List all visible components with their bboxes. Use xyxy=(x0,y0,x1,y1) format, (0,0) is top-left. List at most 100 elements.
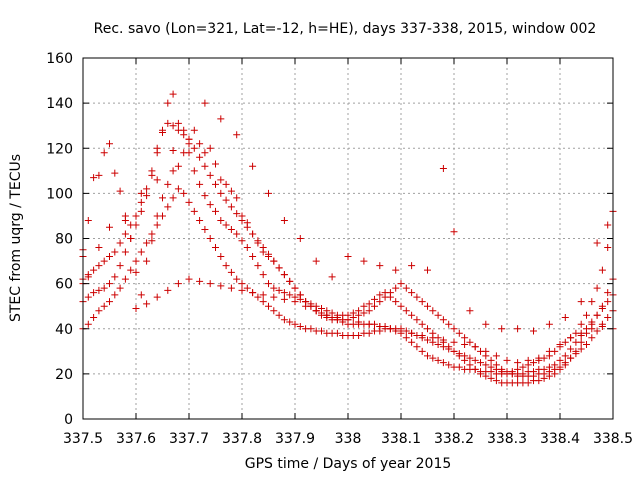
data-point-marker xyxy=(143,192,151,200)
data-point-marker xyxy=(127,266,135,274)
data-point-marker xyxy=(450,347,458,355)
data-point-marker xyxy=(424,266,431,274)
data-point-marker xyxy=(530,372,537,380)
data-point-marker xyxy=(535,377,543,385)
data-point-marker xyxy=(116,239,124,247)
data-point-marker xyxy=(604,244,612,252)
data-point-marker xyxy=(296,235,304,242)
data-point-marker xyxy=(408,262,416,270)
data-point-marker xyxy=(254,237,262,245)
data-point-marker xyxy=(296,291,304,299)
data-point-marker xyxy=(524,379,532,387)
data-point-marker xyxy=(243,244,251,252)
data-point-marker xyxy=(159,212,166,220)
data-point-marker xyxy=(84,273,92,281)
data-point-marker xyxy=(424,336,431,344)
data-point-marker xyxy=(164,180,172,188)
data-point-marker xyxy=(159,128,166,136)
data-point-marker xyxy=(137,291,145,299)
data-point-marker xyxy=(376,262,384,270)
y-tick-labels: 0 20 40 60 80 100 120 140 160 xyxy=(46,51,73,428)
data-point-marker xyxy=(132,212,140,220)
y-tick-label: 100 xyxy=(46,186,73,202)
data-point-marker xyxy=(196,277,204,285)
data-point-marker xyxy=(100,284,108,292)
data-point-marker xyxy=(360,257,368,265)
data-point-marker xyxy=(408,338,416,346)
data-point-marker xyxy=(169,194,177,202)
data-point-marker xyxy=(185,140,193,148)
x-tick-labels: 337.5 337.6 337.7 337.8 337.9 338 338.1 338.2 33… xyxy=(63,431,633,447)
data-point-marker xyxy=(397,280,405,288)
y-tick-label: 0 xyxy=(64,412,73,428)
data-point-marker xyxy=(201,99,209,107)
data-point-marker xyxy=(121,212,129,220)
data-point-marker xyxy=(445,320,453,328)
data-point-marker xyxy=(482,320,490,328)
data-point-marker xyxy=(190,144,198,152)
data-point-marker xyxy=(111,291,119,299)
data-point-marker xyxy=(429,307,437,315)
data-point-marker xyxy=(212,207,219,215)
data-point-marker xyxy=(577,345,585,353)
data-point-marker xyxy=(201,149,209,157)
x-tick-label: 337.5 xyxy=(63,431,103,447)
data-point-marker xyxy=(461,334,469,342)
data-point-marker xyxy=(318,327,325,335)
data-point-marker xyxy=(450,338,458,346)
data-point-marker xyxy=(365,300,373,308)
data-point-marker xyxy=(286,318,294,326)
data-point-marker xyxy=(291,284,299,292)
data-point-marker xyxy=(492,361,500,369)
chart-title: Rec. savo (Lon=321, Lat=-12, h=HE), days… xyxy=(94,21,597,37)
data-point-marker xyxy=(439,336,447,344)
data-point-marker xyxy=(360,309,368,317)
data-point-marker xyxy=(106,280,113,288)
data-point-marker xyxy=(371,295,378,303)
data-point-marker xyxy=(280,271,288,279)
data-point-marker xyxy=(498,365,506,373)
data-point-marker xyxy=(498,325,506,333)
data-point-marker xyxy=(477,370,484,378)
data-point-marker xyxy=(349,313,357,321)
data-point-marker xyxy=(492,377,500,385)
data-point-marker xyxy=(392,284,400,292)
data-point-marker xyxy=(190,126,198,134)
data-point-marker xyxy=(206,171,214,179)
data-points xyxy=(79,90,617,387)
data-point-marker xyxy=(217,282,225,290)
data-point-marker xyxy=(137,248,145,256)
data-point-marker xyxy=(577,320,585,328)
data-point-marker xyxy=(408,329,416,337)
data-point-marker xyxy=(206,201,214,209)
data-point-marker xyxy=(598,302,606,310)
data-point-marker xyxy=(561,359,569,367)
data-point-marker xyxy=(132,304,140,312)
data-point-marker xyxy=(206,235,214,242)
data-point-marker xyxy=(254,293,262,301)
data-point-marker xyxy=(164,203,172,211)
data-point-marker xyxy=(238,286,246,294)
data-point-marker xyxy=(593,239,601,247)
data-point-marker xyxy=(371,302,378,310)
data-point-marker xyxy=(143,185,151,193)
data-point-marker xyxy=(577,298,585,306)
data-point-marker xyxy=(222,221,230,229)
data-point-marker xyxy=(376,298,384,306)
data-point-marker xyxy=(233,230,241,238)
data-point-marker xyxy=(291,298,299,306)
data-point-marker xyxy=(487,356,495,364)
data-point-marker xyxy=(572,350,580,358)
data-point-marker xyxy=(466,338,474,346)
data-point-marker xyxy=(434,311,442,319)
data-point-marker xyxy=(100,302,108,310)
data-point-marker xyxy=(333,313,341,321)
data-point-marker xyxy=(106,223,113,231)
data-point-marker xyxy=(487,374,495,382)
x-tick-label: 338 xyxy=(335,431,362,447)
data-point-marker xyxy=(567,354,575,362)
data-point-marker xyxy=(424,352,431,360)
y-tick-label: 20 xyxy=(55,367,73,383)
data-point-marker xyxy=(492,352,500,360)
x-tick-label: 337.6 xyxy=(116,431,156,447)
